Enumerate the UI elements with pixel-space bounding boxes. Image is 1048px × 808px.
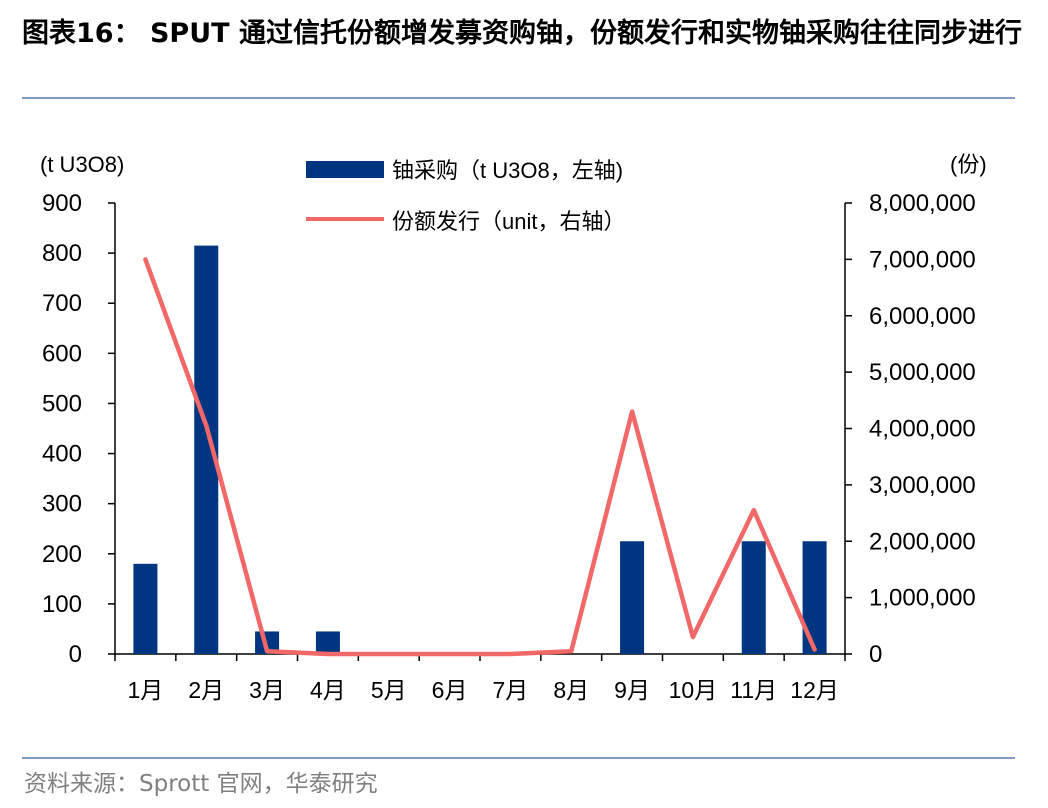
left-tick-label: 900	[42, 190, 82, 217]
right-tick-label: 1,000,000	[869, 585, 976, 612]
x-tick-label: 12月	[790, 677, 839, 703]
right-tick-label: 8,000,000	[869, 190, 976, 217]
left-tick-label: 0	[69, 641, 82, 668]
x-tick-label: 3月	[249, 677, 285, 703]
x-tick-label: 5月	[371, 677, 407, 703]
bar	[741, 541, 766, 654]
x-tick-label: 2月	[188, 677, 224, 703]
right-tick-label: 3,000,000	[869, 472, 976, 499]
x-tick-label: 9月	[614, 677, 650, 703]
right-tick-label: 7,000,000	[869, 246, 976, 273]
left-tick-label: 600	[42, 340, 82, 367]
bar	[133, 563, 158, 654]
x-tick-label: 4月	[310, 677, 346, 703]
x-tick-label: 8月	[553, 677, 589, 703]
left-tick-label: 300	[42, 491, 82, 518]
issuance-line	[143, 257, 817, 657]
legend-line-label: 份额发行（unit，右轴）	[392, 209, 625, 234]
source-note: 资料来源：Sprott 官网，华泰研究	[24, 771, 378, 797]
x-tick-label: 10月	[669, 677, 718, 703]
right-tick-label: 5,000,000	[869, 359, 976, 386]
left-tick-label: 800	[42, 240, 82, 267]
bar	[620, 541, 645, 654]
title-divider	[22, 97, 1015, 99]
bar	[802, 541, 827, 654]
right-tick-label: 4,000,000	[869, 416, 976, 443]
right-tick-label: 6,000,000	[869, 303, 976, 330]
bar	[315, 631, 340, 654]
x-tick-label: 1月	[128, 677, 164, 703]
x-tick-label: 6月	[432, 677, 468, 703]
left-tick-label: 500	[42, 390, 82, 417]
right-axis-label: (份)	[950, 152, 987, 177]
right-tick-label: 0	[869, 641, 882, 668]
x-tick-label: 7月	[493, 677, 529, 703]
legend: 铀采购（t U3O8，左轴) 份额发行（unit，右轴）	[306, 158, 625, 234]
left-axis-label: (t U3O8)	[40, 152, 124, 177]
left-tick-label: 100	[42, 591, 82, 618]
legend-bar-label: 铀采购（t U3O8，左轴)	[392, 158, 623, 183]
legend-bar-swatch	[306, 161, 384, 178]
left-tick-label: 700	[42, 290, 82, 317]
left-tick-label: 200	[42, 541, 82, 568]
right-tick-label: 2,000,000	[869, 528, 976, 555]
source-divider	[22, 757, 1015, 759]
left-tick-label: 400	[42, 441, 82, 468]
chart-title: 图表16： SPUT 通过信托份额增发募资购铀，份额发行和实物铀采购往往同步进行	[22, 18, 1022, 49]
x-tick-label: 11月	[730, 677, 777, 703]
